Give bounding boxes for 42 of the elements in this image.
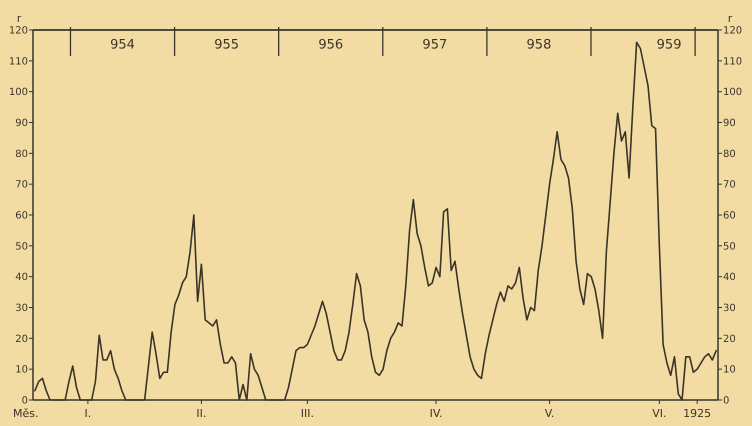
x2-tick-label: 958 — [526, 38, 552, 53]
y-tick-label: 30 — [15, 303, 28, 314]
y-tick-label: 120 — [8, 26, 28, 36]
y2-tick-label: 110 — [723, 56, 742, 68]
x-tick-label: V. — [544, 407, 554, 420]
x2-tick-label: 955 — [214, 38, 240, 53]
y-tick-label: 100 — [8, 87, 28, 98]
y-tick-label: 80 — [15, 148, 28, 160]
x-tick-label: IV. — [430, 407, 442, 420]
x2-tick-label: 959 — [656, 38, 682, 53]
x-axis-title: Měs. — [13, 407, 38, 420]
y2-tick-label: 90 — [723, 118, 736, 129]
y2-tick-label: 100 — [723, 87, 742, 98]
x-tick-label: III. — [300, 407, 314, 420]
y2-axis-title: r — [728, 12, 733, 25]
y-tick-label: 10 — [15, 364, 28, 376]
y-tick-label: 20 — [15, 334, 28, 345]
x-tick-label: 1925 — [683, 407, 712, 420]
x2-tick-label: 957 — [422, 38, 448, 53]
y2-tick-label: 40 — [723, 272, 736, 284]
y-tick-label: 70 — [15, 180, 28, 191]
x2-tick-label: 956 — [318, 38, 344, 53]
y2-tick-label: 60 — [723, 210, 736, 222]
y-tick-label: 0 — [22, 396, 28, 406]
x-tick-label: I. — [84, 407, 92, 420]
y2-tick-label: 20 — [723, 334, 736, 345]
y2-tick-label: 70 — [723, 180, 736, 191]
y2-tick-label: 80 — [723, 148, 736, 160]
y-tick-label: 40 — [15, 272, 28, 284]
y2-tick-label: 120 — [723, 26, 742, 36]
y2-tick-label: 0 — [723, 396, 730, 406]
y-tick-label: 50 — [15, 241, 28, 252]
y-tick-label: 60 — [15, 210, 28, 222]
y-tick-label: 110 — [8, 56, 28, 68]
y2-tick-label: 10 — [723, 364, 736, 376]
y2-tick-label: 50 — [723, 241, 736, 252]
x-tick-label: VI. — [652, 407, 666, 420]
x-tick-label: II. — [196, 407, 206, 420]
y2-tick-label: 30 — [723, 303, 736, 314]
y-tick-label: 90 — [15, 118, 28, 129]
x2-tick-label: 954 — [110, 38, 135, 53]
y-axis-title: r — [16, 12, 22, 25]
